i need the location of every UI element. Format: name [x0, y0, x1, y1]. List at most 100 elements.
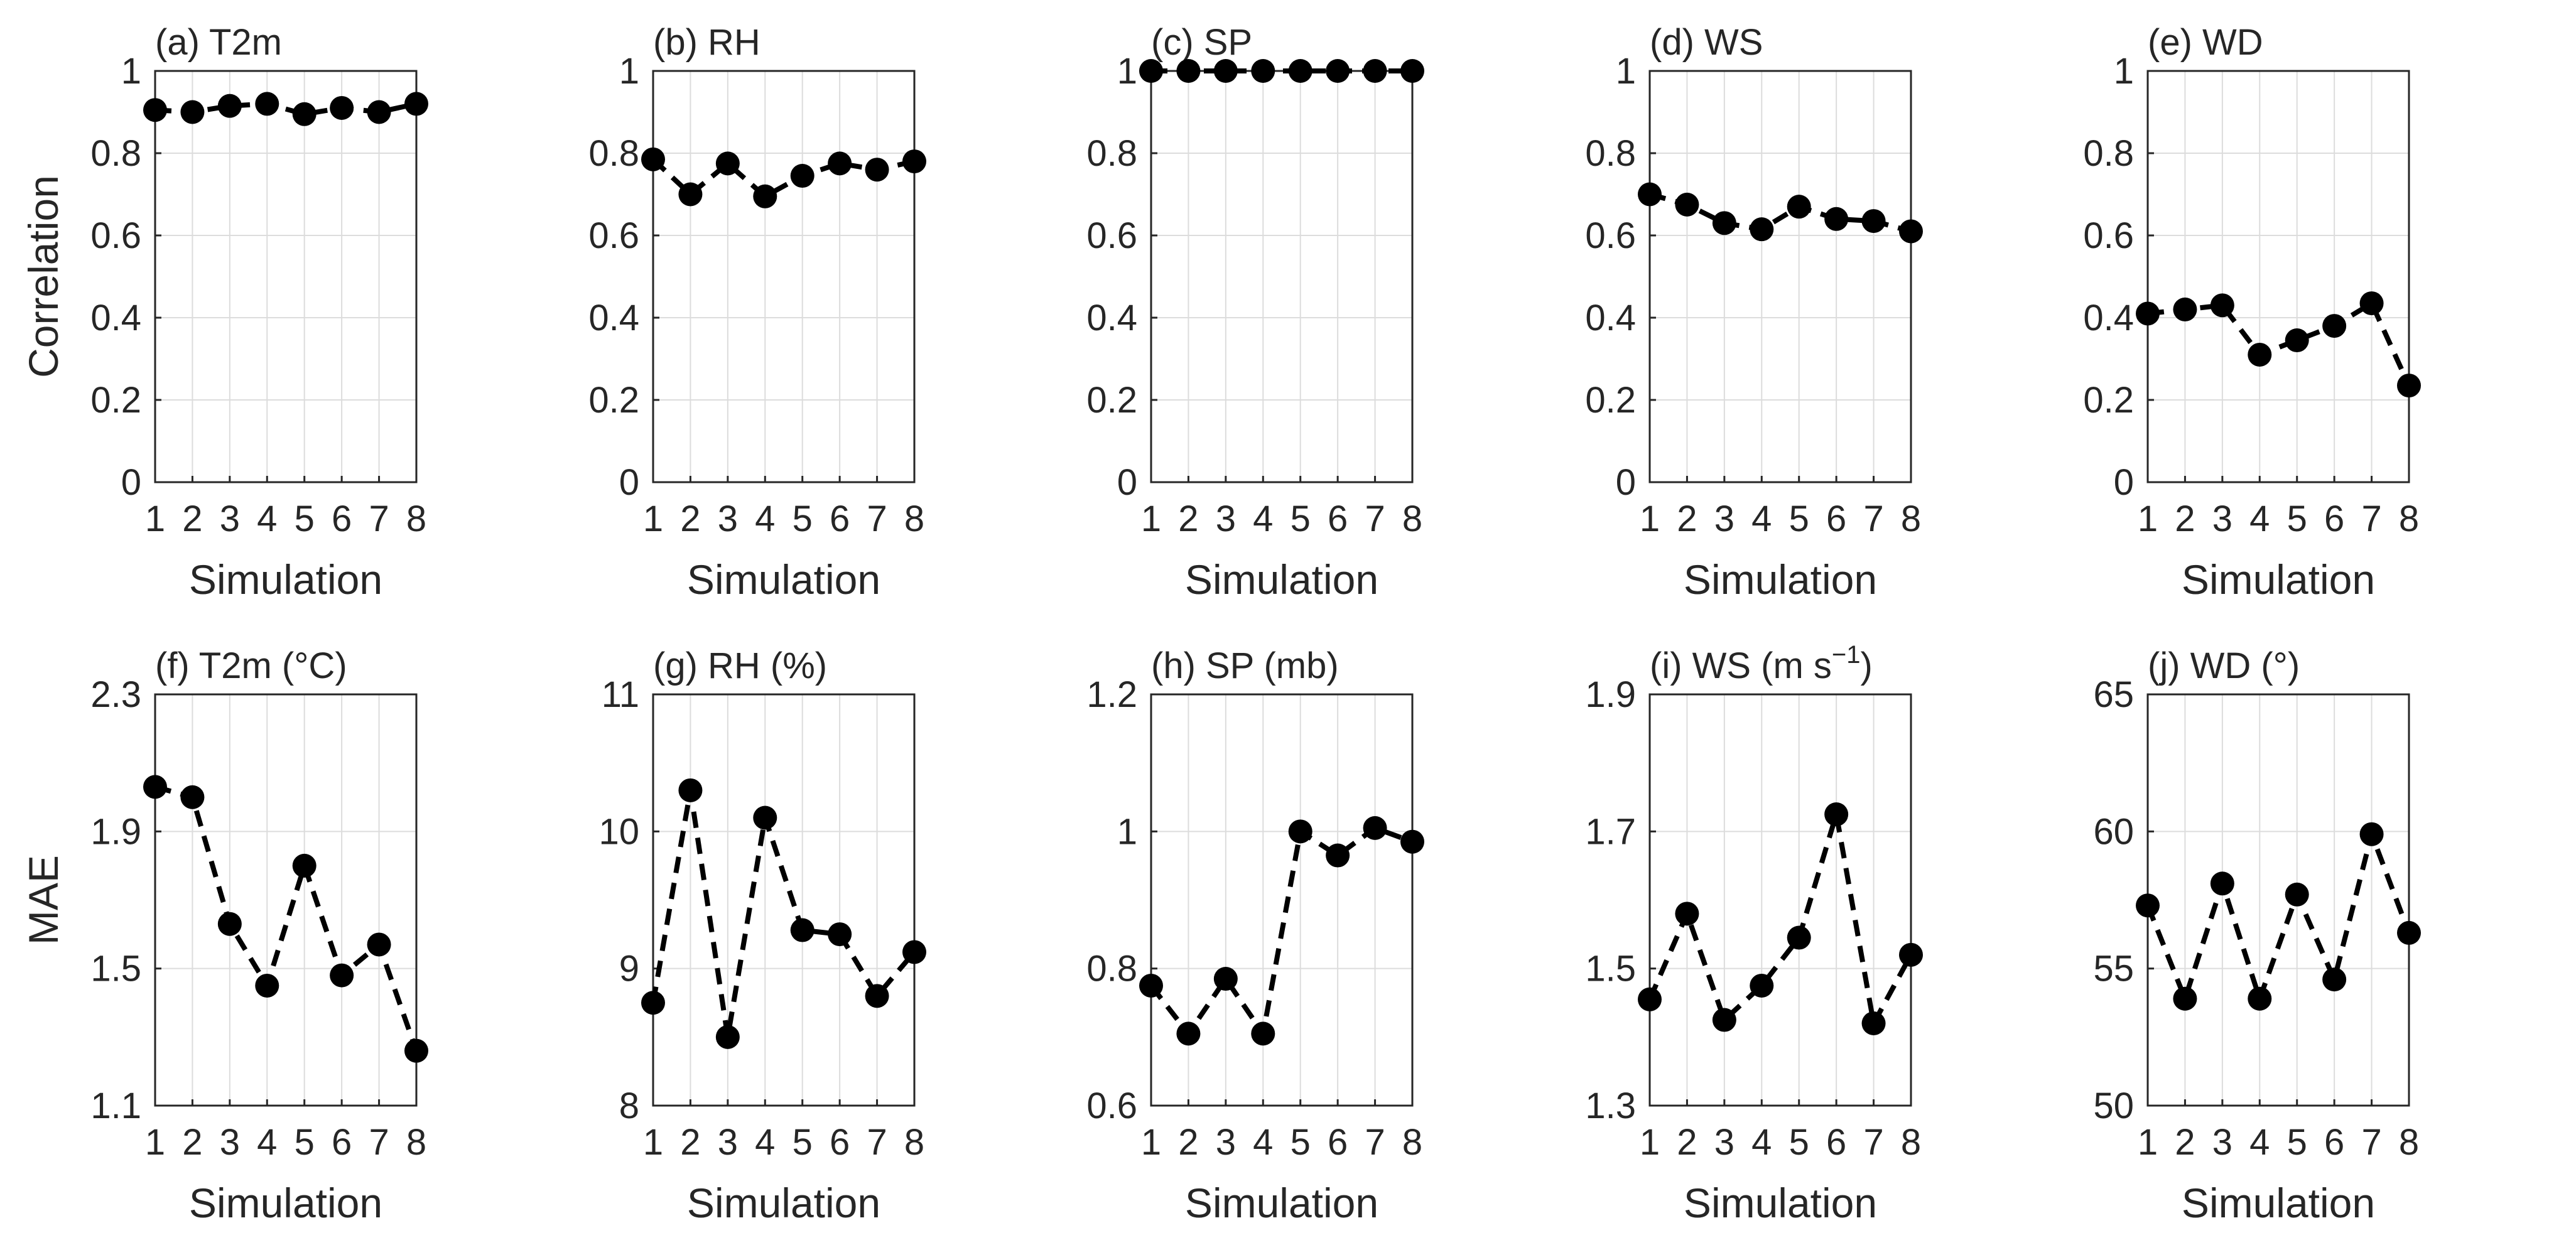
data-point	[1213, 59, 1238, 83]
x-tick-label: 5	[295, 1122, 315, 1163]
data-point	[1899, 942, 1923, 967]
y-tick-label: 1.5	[1585, 949, 1636, 989]
data-point	[2136, 301, 2160, 326]
data-point	[1326, 843, 1350, 868]
x-axis-label: Simulation	[687, 1180, 880, 1226]
grid	[1150, 70, 1413, 483]
data-point	[330, 963, 354, 988]
y-tick-label: 1	[619, 51, 639, 92]
series-line	[1149, 825, 1414, 1040]
panel-1: 00.20.40.60.811 2 3 4 5 6 7 8SimulationCorrelat…	[20, 22, 428, 603]
y-tick-label: 1.9	[1585, 674, 1636, 715]
grid	[154, 694, 417, 1106]
x-tick-label: 8	[1901, 1122, 1921, 1163]
data-point	[292, 102, 317, 126]
data-point	[255, 92, 279, 116]
data-point	[143, 775, 167, 799]
y-tick-label: 0.6	[1086, 215, 1137, 256]
y-tick-label: 0.4	[1086, 298, 1137, 338]
x-tick-label: 7	[1863, 1122, 1883, 1163]
data-point	[2285, 328, 2309, 353]
y-tick-label: 2.3	[90, 674, 141, 715]
x-tick-label: 3	[1714, 1122, 1734, 1163]
x-tick-label: 6	[1328, 1122, 1348, 1163]
data-point	[753, 184, 777, 208]
panel-title: (i) WS (m s−1)	[1650, 641, 1873, 686]
x-tick-label: 6	[830, 1122, 850, 1163]
y-tick-label: 1	[1117, 51, 1137, 92]
x-axis-label: Simulation	[687, 556, 880, 603]
y-tick-label: 50	[2093, 1086, 2134, 1126]
panel-10: 50 55 60 65 1 2 3 4 5 6 7 8 Simulation (j) WD (°)	[2093, 645, 2421, 1226]
data-point	[790, 164, 814, 188]
data-point	[217, 94, 242, 118]
data-point	[2173, 297, 2197, 321]
x-tick-label: 8	[1901, 498, 1921, 539]
data-point	[1139, 59, 1163, 83]
data-point	[2397, 920, 2421, 945]
x-tick-label: 7	[2361, 498, 2381, 539]
y-tick-label: 0.6	[588, 215, 639, 256]
y-tick-label: 0.2	[1585, 380, 1636, 421]
x-tick-label: 1	[643, 498, 663, 539]
axes-box	[1648, 70, 1912, 483]
data-point	[1139, 973, 1163, 998]
x-tick-label: 7	[2361, 1122, 2381, 1163]
x-tick-label: 5	[1291, 498, 1311, 539]
x-axis-label: Simulation	[189, 1180, 382, 1226]
axes-box	[154, 693, 418, 1107]
data-point	[902, 149, 926, 174]
y-tick-label: 0	[1616, 462, 1636, 503]
axes-box	[1648, 693, 1912, 1107]
y-tick-label: 0.2	[2083, 380, 2134, 421]
y-tick-label: 0.6	[2083, 215, 2134, 256]
data-point	[1750, 973, 1774, 998]
data-point	[1176, 59, 1201, 83]
y-tick-label: 0.8	[2083, 133, 2134, 174]
data-point	[865, 158, 889, 182]
x-axis-label: Simulation	[2182, 556, 2375, 603]
x-tick-label: 7	[1365, 1122, 1385, 1163]
x-axis-label: Simulation	[1684, 556, 1877, 603]
x-tick-label: 5	[2287, 498, 2307, 539]
y-tick-label: 8	[619, 1086, 639, 1126]
x-tick-label: 6	[1826, 1122, 1846, 1163]
x-tick-label: 3	[1216, 1122, 1236, 1163]
data-point	[143, 98, 167, 122]
data-point	[1750, 217, 1774, 242]
data-point	[2322, 967, 2347, 992]
panel-title: (e) WD	[2148, 22, 2263, 63]
x-tick-label: 7	[867, 498, 887, 539]
y-tick-label: 0.8	[1086, 949, 1137, 989]
data-point	[1712, 211, 1736, 235]
axes-box	[154, 70, 418, 483]
y-tick-label: 1.3	[1585, 1086, 1636, 1126]
data-point	[180, 785, 205, 809]
x-tick-label: 2	[182, 1122, 202, 1163]
panel-9: 1.3 1.5 1.7 1.9 1 2 3 4 5 6 7 8 Simulation (i) WS (m …	[1585, 641, 1923, 1226]
x-tick-label: 4	[257, 1122, 277, 1163]
y-tick-label: 0.8	[588, 133, 639, 174]
y-tick-label: 0	[121, 462, 141, 503]
data-point	[715, 1025, 740, 1049]
data-point	[1288, 819, 1312, 844]
grid	[652, 70, 915, 483]
x-tick-label: 1	[1640, 1122, 1660, 1163]
data-point	[1363, 59, 1387, 83]
x-tick-label: 2	[1178, 498, 1198, 539]
x-tick-label: 8	[406, 1122, 426, 1163]
axes-box	[2146, 70, 2410, 483]
data-point	[678, 182, 703, 207]
x-tick-label: 5	[1789, 1122, 1809, 1163]
x-tick-label: 2	[1178, 1122, 1198, 1163]
data-point	[1861, 209, 1886, 234]
x-tick-label: 8	[406, 498, 426, 539]
data-point	[2210, 293, 2234, 318]
data-point	[828, 151, 852, 176]
x-tick-label: 6	[2324, 498, 2344, 539]
x-tick-label: 2	[680, 1122, 700, 1163]
